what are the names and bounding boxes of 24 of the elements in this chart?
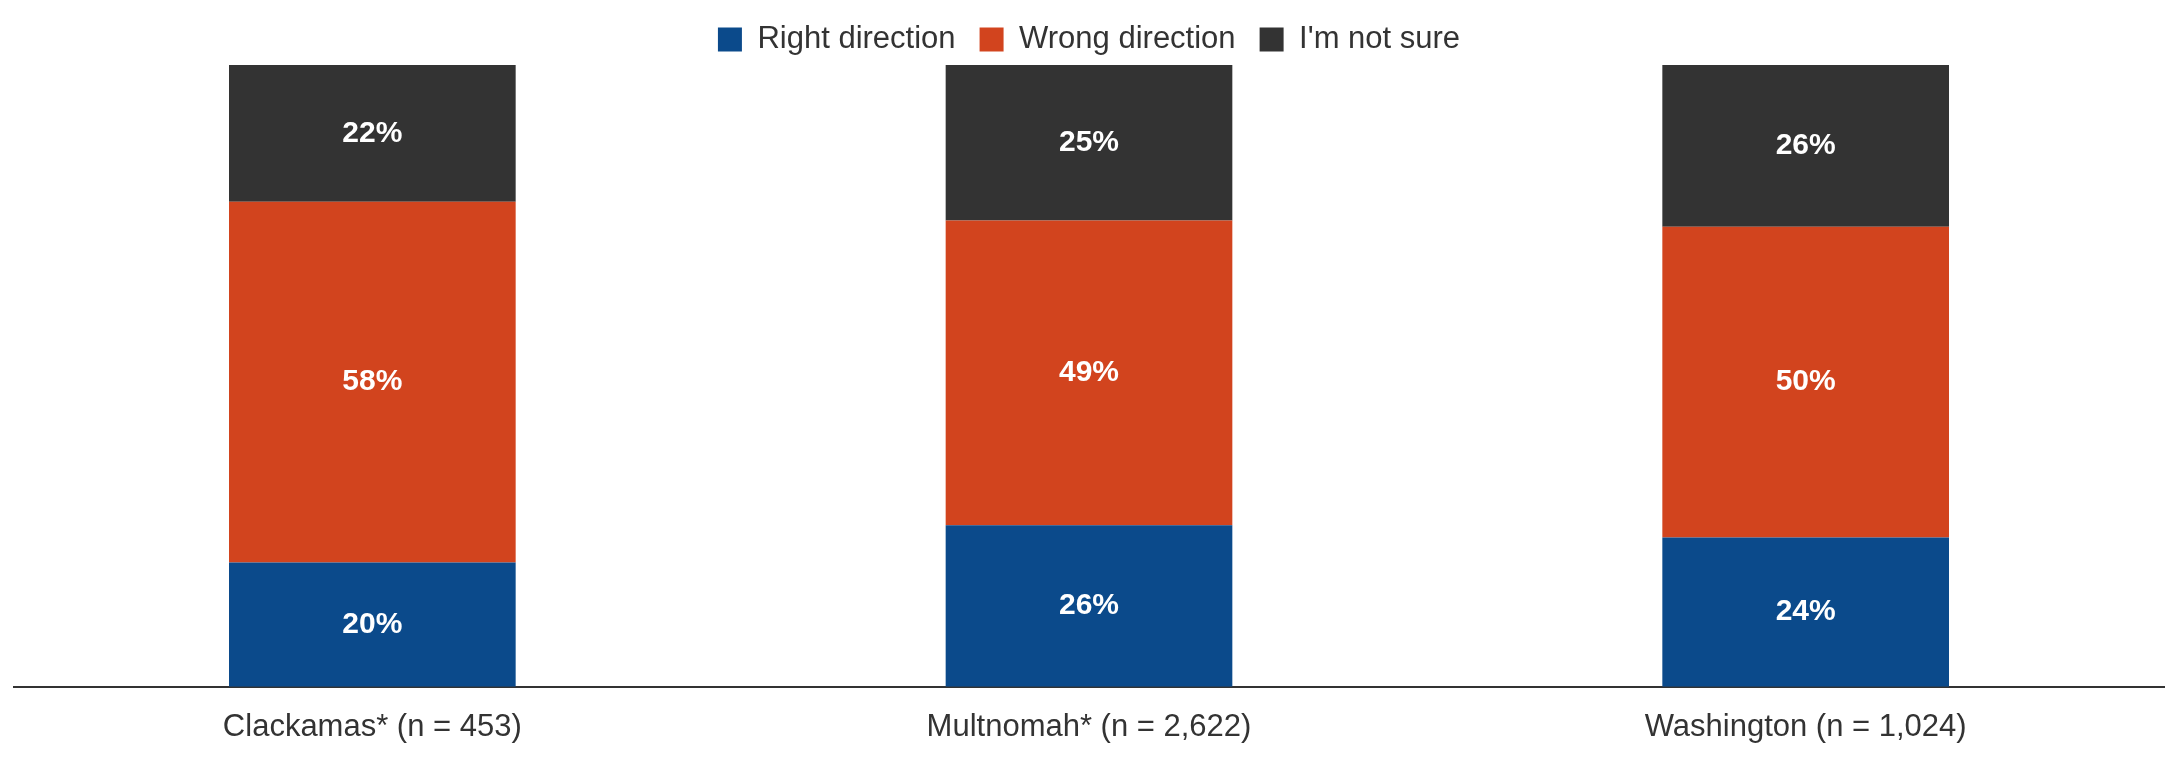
bar: [229, 65, 516, 202]
legend-label: I'm not sure: [1299, 20, 1461, 56]
data-label: 20%: [342, 605, 403, 639]
data-label: 25%: [1058, 123, 1120, 157]
data-label: 50%: [1775, 363, 1836, 397]
bar: [1662, 537, 1949, 687]
bar: [1662, 65, 1949, 227]
data-label: 49%: [1058, 354, 1120, 388]
bar: [945, 65, 1233, 221]
data-label: 22%: [342, 114, 403, 148]
bar: [229, 201, 516, 563]
data-label: 26%: [1775, 127, 1836, 161]
bar: [1662, 226, 1949, 538]
data-label: 26%: [1058, 587, 1120, 621]
bar: [945, 220, 1233, 526]
legend-label: Right direction: [757, 20, 956, 56]
x-tick-label: Clackamas* (n = 453): [222, 707, 522, 743]
bar: [945, 525, 1233, 687]
data-label: 24%: [1775, 593, 1836, 627]
legend-label: Wrong direction: [1019, 20, 1236, 56]
x-tick-label: Multnomah* (n = 2,622): [926, 707, 1252, 743]
data-label: 58%: [342, 363, 403, 397]
bar: [229, 562, 516, 687]
x-tick-label: Washington (n = 1,024): [1644, 707, 1967, 743]
